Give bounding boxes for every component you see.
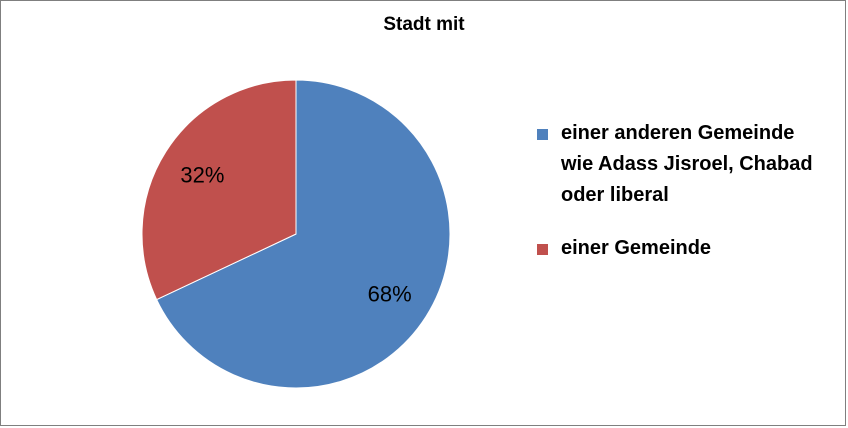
pie-slice-andere-gemeinde bbox=[155, 79, 451, 389]
legend-label-line-3: oder liberal bbox=[561, 184, 669, 206]
legend-entry-andere-gemeinde: einer anderen Gemeinde wie Adass Jisroel… bbox=[537, 118, 837, 211]
legend-entry-gemeinde: einer Gemeinde bbox=[537, 233, 837, 264]
data-label-32: 32% bbox=[180, 163, 224, 188]
legend-swatch-blue bbox=[537, 129, 548, 140]
legend-label-line-1: einer anderen Gemeinde bbox=[561, 122, 795, 144]
legend-label-line-2: wie Adass Jisroel, Chabad bbox=[561, 153, 813, 175]
legend-label-line-1: einer Gemeinde bbox=[561, 237, 712, 259]
legend-swatch-red bbox=[537, 244, 548, 255]
chart-title: Stadt mit bbox=[383, 14, 465, 35]
legend: einer anderen Gemeinde wie Adass Jisroel… bbox=[537, 118, 837, 286]
data-label-68: 68% bbox=[368, 281, 412, 306]
pie-slice-gemeinde bbox=[141, 79, 297, 301]
